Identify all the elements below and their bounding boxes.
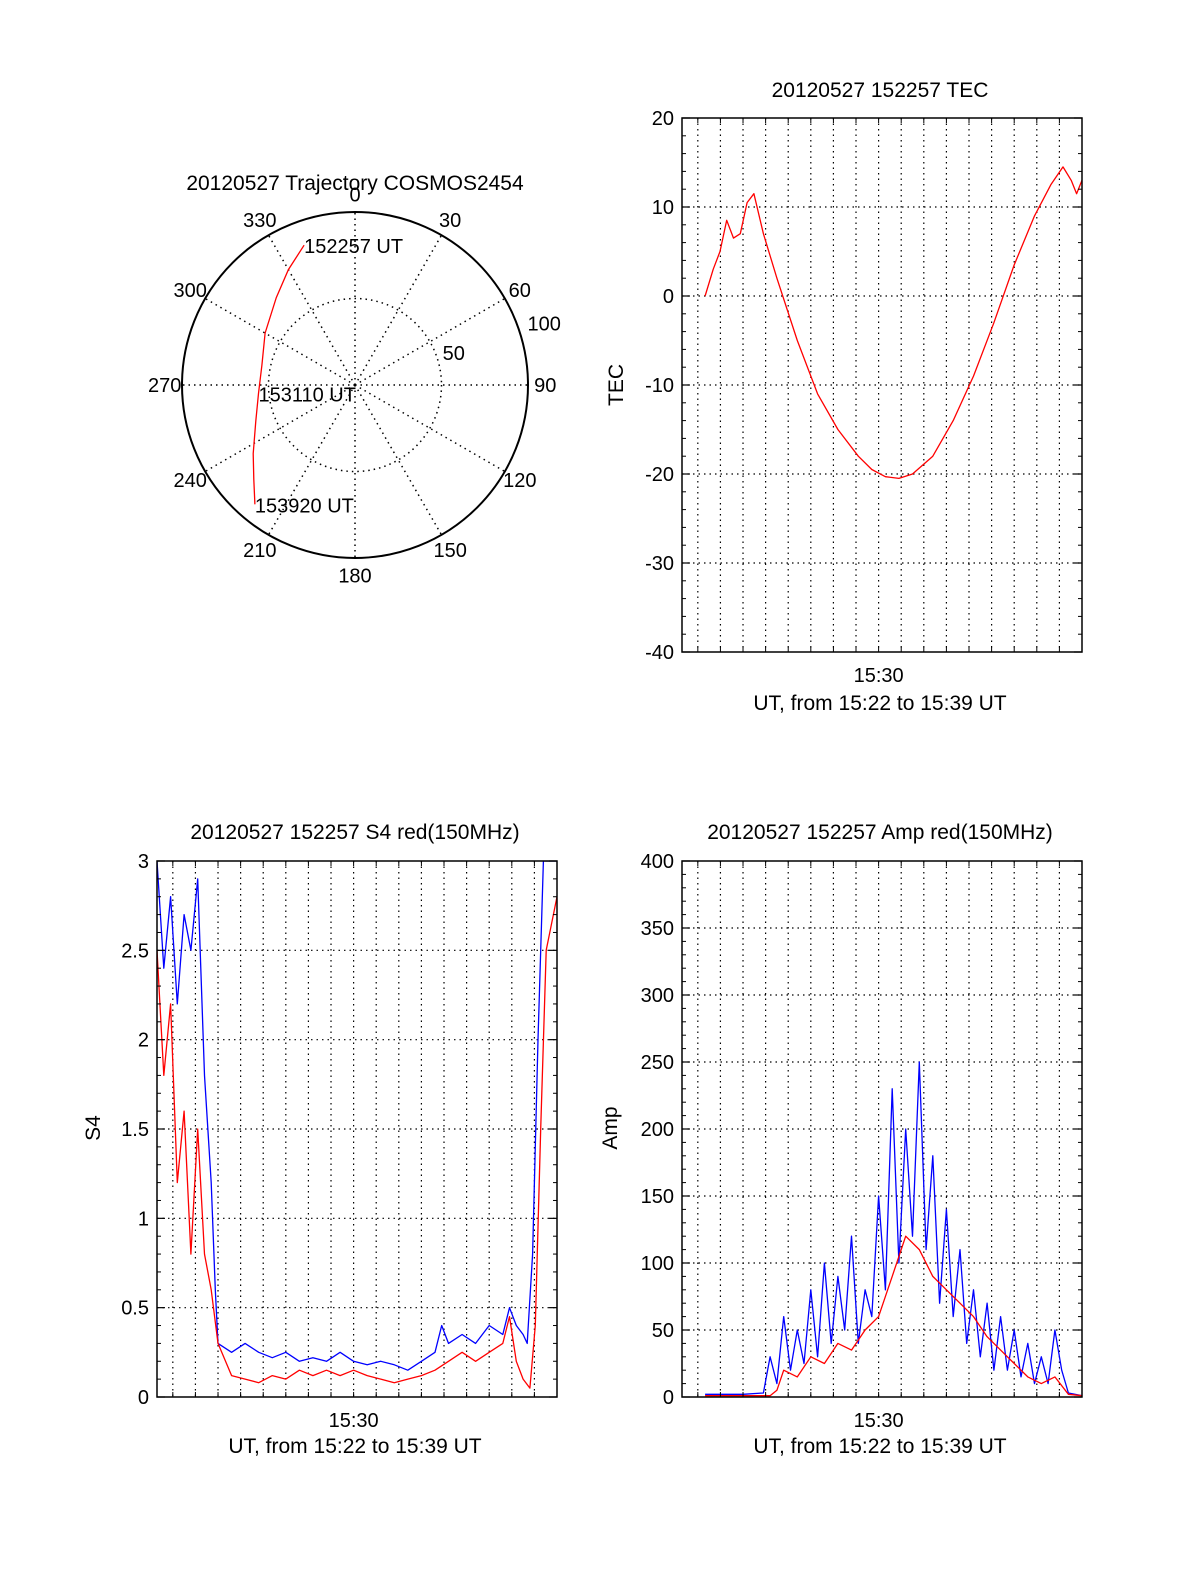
azimuth-tick-label: 330	[243, 210, 276, 232]
s4-series-group	[157, 861, 557, 1389]
polar-spoke	[354, 384, 443, 536]
s4-ytick-label: 3	[138, 851, 149, 873]
azimuth-tick-label: 180	[338, 565, 371, 587]
polar-spoke	[354, 297, 506, 386]
polar-labels: 0 30 60 90 120 150 180 210 240 270 300 330 50 100 1522…	[148, 185, 561, 588]
tec-ytick-label: 20	[652, 108, 674, 130]
amp-series-blue	[705, 1061, 1082, 1397]
tec-ytick-label: 10	[652, 197, 674, 219]
trajectory-annotation: 153920 UT	[255, 495, 354, 517]
azimuth-tick-label: 150	[433, 540, 466, 562]
amp-panel: 20120527 152257 Amp red(150MHz) UT, from…	[599, 821, 1083, 1458]
azimuth-tick-label: 300	[174, 280, 207, 302]
amp-series-red	[705, 1235, 1082, 1397]
polar-spoke	[267, 234, 356, 386]
trajectory-line	[252, 244, 305, 505]
amp-frame	[681, 860, 1083, 1398]
polar-spoke	[267, 384, 356, 536]
azimuth-tick-label: 210	[243, 540, 276, 562]
polar-spoke	[204, 384, 356, 473]
amp-ytick-label: 150	[641, 1186, 674, 1208]
amp-ytick-label: 300	[641, 985, 674, 1007]
azimuth-tick-label: 30	[439, 210, 461, 232]
trajectory-panel: 20120527 Trajectory COSMOS2454 0 30 60 90 12…	[148, 172, 561, 587]
s4-title: 20120527 152257 S4 red(150MHz)	[190, 821, 519, 844]
amp-ytick-label: 50	[652, 1320, 674, 1342]
azimuth-tick-label: 120	[503, 470, 536, 492]
radial-tick-label: 100	[528, 314, 561, 336]
amp-series-group	[705, 1061, 1082, 1397]
trajectory-series	[252, 244, 305, 505]
azimuth-tick-label: 270	[148, 375, 181, 397]
tec-ylabel: TEC	[605, 364, 628, 406]
polar-grid	[181, 211, 529, 559]
trajectory-annotation: 153110 UT	[258, 384, 355, 406]
polar-spoke	[354, 234, 443, 386]
polar-spoke	[354, 384, 506, 473]
tec-series-group	[704, 166, 1082, 480]
s4-ylabel: S4	[82, 1115, 105, 1141]
amp-xlabel: UT, from 15:22 to 15:39 UT	[753, 1435, 1006, 1458]
polar-outer-ring	[181, 211, 529, 559]
tec-ytick-label: 0	[663, 286, 674, 308]
s4-xtick-label: 15:30	[329, 1410, 379, 1432]
azimuth-tick-label: 90	[534, 375, 556, 397]
amp-ylabel: Amp	[599, 1106, 622, 1149]
azimuth-tick-label: 60	[509, 280, 531, 302]
amp-xtick-label: 15:30	[854, 1410, 904, 1432]
polar-spoke	[204, 297, 356, 386]
amp-title: 20120527 152257 Amp red(150MHz)	[707, 821, 1053, 844]
amp-ytick-label: 350	[641, 918, 674, 940]
azimuth-tick-label: 240	[174, 470, 207, 492]
tec-frame	[681, 117, 1083, 653]
s4-plot-area: 3 2.5 2 1.5 1 0.5 0 15:30	[121, 851, 558, 1432]
azimuth-tick-label: 0	[349, 185, 360, 207]
s4-ytick-label: 0	[138, 1387, 149, 1409]
tec-panel: 20120527 152257 TEC UT, from 15:22 to 15…	[605, 79, 1083, 715]
s4-ytick-label: 1	[138, 1208, 149, 1230]
amp-ytick-label: 100	[641, 1253, 674, 1275]
tec-title: 20120527 152257 TEC	[772, 79, 989, 102]
amp-ytick-label: 250	[641, 1052, 674, 1074]
tec-ytick-label: -30	[645, 553, 674, 575]
tec-ytick-label: -40	[645, 642, 674, 664]
amp-ytick-label: 200	[641, 1119, 674, 1141]
s4-ytick-label: 1.5	[121, 1119, 149, 1141]
tec-ytick-label: -10	[645, 375, 674, 397]
polar-ring-50	[267, 297, 443, 473]
amp-ytick-label: 400	[641, 851, 674, 873]
trajectory-title: 20120527 Trajectory COSMOS2454	[186, 172, 524, 195]
amp-plot-area: 400 350 300 250 200 150 100 50 0 15:30	[641, 851, 1083, 1432]
s4-series-blue	[157, 861, 557, 1371]
tec-xtick-label: 15:30	[854, 665, 904, 687]
s4-ytick-label: 2	[138, 1030, 149, 1052]
tec-series-red	[704, 166, 1082, 480]
radial-tick-label: 50	[443, 343, 465, 365]
s4-ytick-label: 0.5	[121, 1298, 149, 1320]
tec-plot-area: 20 10 0 -10 -20 -30 -40 15:30	[645, 108, 1083, 687]
trajectory-annotation: 152257 UT	[304, 236, 403, 258]
s4-xlabel: UT, from 15:22 to 15:39 UT	[228, 1435, 481, 1458]
s4-series-red	[157, 896, 557, 1389]
tec-ytick-label: -20	[645, 464, 674, 486]
s4-panel: 20120527 152257 S4 red(150MHz) UT, from …	[82, 821, 558, 1458]
tec-xlabel: UT, from 15:22 to 15:39 UT	[753, 692, 1006, 715]
amp-ytick-label: 0	[663, 1387, 674, 1409]
s4-ytick-label: 2.5	[121, 940, 149, 962]
